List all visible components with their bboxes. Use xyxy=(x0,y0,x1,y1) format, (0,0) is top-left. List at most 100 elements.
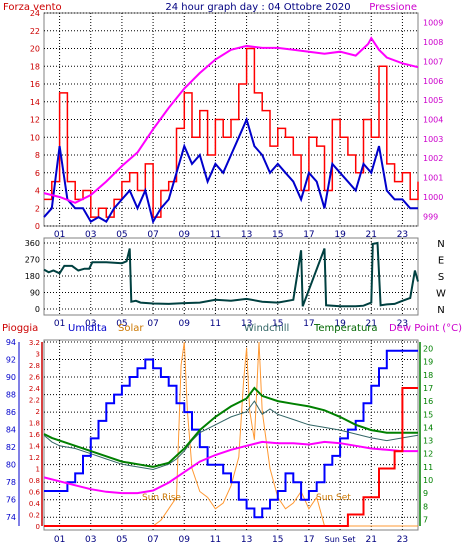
temp-y-tick-label: 12 xyxy=(423,450,433,459)
wind-direction-panel: 01 03 05 07 09 11 13 15 17 19 21 23 0 N 90 W 180 S 270 E 360… xyxy=(25,237,446,329)
rain-y-tick-label: 1 xyxy=(36,466,40,474)
pressure-y-tick-label: 999 xyxy=(423,212,438,221)
pressure-y-tick-label: 1004 xyxy=(423,116,443,125)
direction-x-tick-label: 17 xyxy=(303,319,314,329)
humidity-label: Umidita xyxy=(68,323,107,334)
pressure-y-tick-label: 1008 xyxy=(423,38,443,47)
solar-line xyxy=(44,341,418,527)
rain-y-tick-label: 3 xyxy=(36,351,40,359)
wind-x-tick-label: 11 xyxy=(210,230,221,240)
wind-y-tick-label: 22 xyxy=(30,27,40,36)
humidity-y-tick-label: 84 xyxy=(6,426,16,435)
rain-y-tick-label: 1.6 xyxy=(29,431,41,439)
wind-axis-label: Forza vento xyxy=(3,2,62,13)
pressure-axis-label: Pressione xyxy=(369,2,417,13)
wind-average-line xyxy=(43,116,418,225)
temp-y-tick-label: 14 xyxy=(423,423,433,432)
humidity-y-tick-label: 74 xyxy=(6,513,16,522)
direction-x-tick-label: 09 xyxy=(179,319,191,329)
temp-y-tick-label: 10 xyxy=(423,476,433,485)
rain-temp-x-tick-label: 21 xyxy=(366,535,377,545)
direction-x-tick-label: 05 xyxy=(116,319,127,329)
direction-x-tick-label: 23 xyxy=(397,319,408,329)
temp-y-tick-label: 13 xyxy=(423,437,433,446)
temp-y-tick-label: 15 xyxy=(423,410,433,419)
pressure-y-tick-label: 1003 xyxy=(423,135,443,144)
direction-x-tick-label: 19 xyxy=(334,319,346,329)
sunrise-annotation: Sun Rise xyxy=(142,493,181,503)
direction-x-tick-label: 07 xyxy=(147,319,158,329)
direction-y-tick-label: 180 xyxy=(25,272,40,281)
sunset-x-tick-label: Sun Set xyxy=(325,535,356,544)
rain-y-tick-label: 1.8 xyxy=(29,420,40,428)
wind-y-tick-label: 12 xyxy=(30,116,40,125)
wind-gust-line xyxy=(44,47,419,218)
rain-temp-x-tick-label: 11 xyxy=(210,535,221,545)
pressure-y-tick-label: 1005 xyxy=(423,96,443,105)
direction-y-tick-label: 270 xyxy=(25,256,40,265)
wind-pressure-panel: Forza vento 24 hour graph day : 04 Ottob… xyxy=(3,2,443,240)
rain-y-tick-label: 0.8 xyxy=(29,477,40,485)
wind-y-tick-label: 10 xyxy=(30,133,40,142)
direction-x-tick-label: 11 xyxy=(210,319,221,329)
wind-x-tick-label: 21 xyxy=(366,230,377,240)
rain-y-tick-label: 0 xyxy=(36,523,40,531)
temp-y-tick-label: 20 xyxy=(423,345,433,354)
rain-y-tick-label: 1.4 xyxy=(29,443,41,451)
wind-x-tick-label: 23 xyxy=(397,230,408,240)
humidity-y-tick-label: 90 xyxy=(6,373,16,382)
temperature-line xyxy=(43,386,418,468)
compass-label: E xyxy=(438,256,444,267)
direction-x-tick-label: 03 xyxy=(85,319,96,329)
wind-pressure-series xyxy=(43,36,419,225)
humidity-y-tick-label: 86 xyxy=(6,408,16,417)
pressure-line xyxy=(43,36,419,204)
wind-direction-series xyxy=(43,241,419,308)
rain-temp-x-tick-label: 17 xyxy=(303,535,314,545)
wind-x-tick-label: 03 xyxy=(85,230,96,240)
rain-temp-x-tick-label: 01 xyxy=(54,535,65,545)
humidity-y-tick-label: 82 xyxy=(6,443,16,452)
wind-y-tick-label: 24 xyxy=(30,9,40,18)
rain-y-tick-label: 2.2 xyxy=(29,397,40,405)
rain-y-tick-label: 2 xyxy=(36,408,40,416)
wind-x-tick-label: 13 xyxy=(241,230,252,240)
wind-x-tick-label: 01 xyxy=(54,230,65,240)
rain-temp-x-tick-label: 09 xyxy=(179,535,191,545)
rain-temp-series xyxy=(43,341,419,527)
chart-title: 24 hour graph day : 04 Ottobre 2020 xyxy=(165,2,350,13)
dewpoint-line xyxy=(43,440,418,495)
rain-line xyxy=(44,387,418,527)
pressure-y-tick-label: 1009 xyxy=(423,19,443,28)
pressure-y-tick-label: 1002 xyxy=(423,154,443,163)
humidity-y-tick-label: 94 xyxy=(6,338,16,347)
compass-label: N xyxy=(437,305,444,316)
rain-y-tick-label: 3.2 xyxy=(29,339,40,347)
rain-y-tick-label: 0.2 xyxy=(29,512,40,520)
wind-direction-axes: 01 03 05 07 09 11 13 15 17 19 21 23 0 N 90 W 180 S 270 E 360… xyxy=(25,239,446,329)
direction-x-tick-label: 21 xyxy=(366,319,377,329)
direction-y-tick-label: 0 xyxy=(35,305,40,314)
wind-y-tick-label: 4 xyxy=(35,187,40,196)
wind-direction-line xyxy=(43,241,419,308)
temperature-label: Temperatura xyxy=(313,323,378,334)
direction-x-tick-label: 13 xyxy=(241,319,252,329)
wind-y-tick-label: 20 xyxy=(30,45,40,54)
temp-y-tick-label: 7 xyxy=(423,515,428,524)
rain-y-tick-label: 2.8 xyxy=(29,362,40,370)
rain-label: Pioggia xyxy=(2,323,38,334)
temp-y-tick-label: 19 xyxy=(423,358,433,367)
wind-x-tick-label: 09 xyxy=(179,230,191,240)
rain-temp-x-tick-label: 23 xyxy=(397,535,408,545)
direction-x-tick-label: 01 xyxy=(54,319,65,329)
rain-temp-x-tick-label: 03 xyxy=(85,535,96,545)
pressure-y-tick-label: 1000 xyxy=(423,193,443,202)
direction-y-tick-label: 360 xyxy=(25,239,40,248)
wind-x-tick-label: 17 xyxy=(303,230,314,240)
windchill-line xyxy=(43,400,419,471)
wind-y-tick-label: 16 xyxy=(30,80,40,89)
sunset-annotation: Sun Set xyxy=(316,493,351,503)
wind-x-tick-label: 19 xyxy=(334,230,346,240)
wind-y-tick-label: 18 xyxy=(30,62,40,71)
